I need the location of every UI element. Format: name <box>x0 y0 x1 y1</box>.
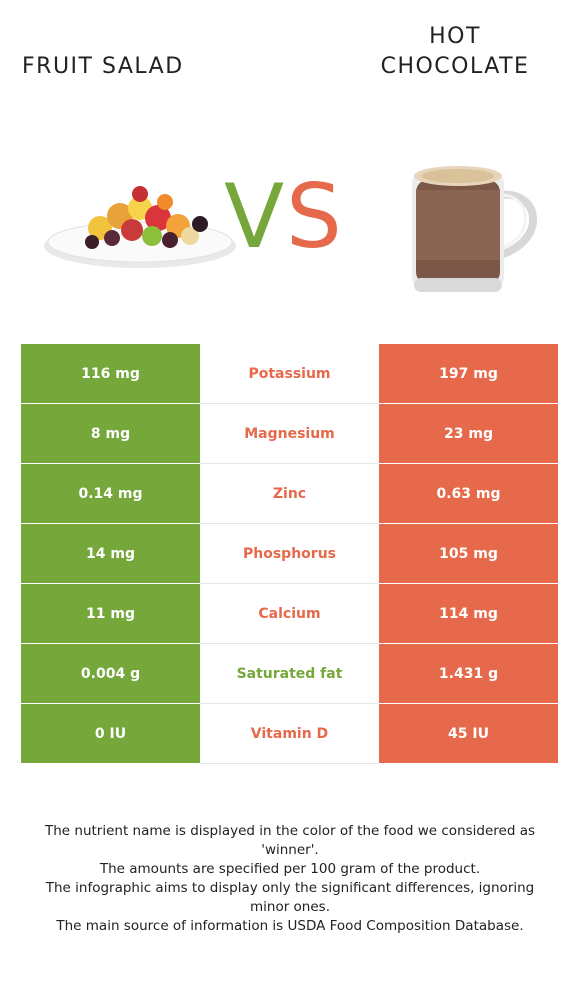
vs-s: S <box>286 165 342 268</box>
left-value-cell: 0.14 mg <box>21 464 200 523</box>
nutrient-name-cell: Magnesium <box>200 404 379 464</box>
title-line: FRUIT SALAD <box>22 54 184 79</box>
left-value-cell: 0.004 g <box>21 644 200 703</box>
nutrient-name-cell: Potassium <box>200 344 379 404</box>
comparison-table: 116 mg Potassium 197 mg 8 mg Magnesium 23 mg 0… <box>21 344 558 764</box>
right-value-cell: 0.63 mg <box>379 464 558 523</box>
vs-v: V <box>224 165 285 268</box>
table-row: 0.004 g Saturated fat 1.431 g <box>21 644 558 704</box>
nutrient-name-cell: Phosphorus <box>200 524 379 584</box>
footer-note: The nutrient name is displayed in the co… <box>44 823 536 858</box>
right-value-cell: 197 mg <box>379 344 558 403</box>
nutrient-name-cell: Saturated fat <box>200 644 379 704</box>
right-value-cell: 45 IU <box>379 704 558 763</box>
footer-note: The infographic aims to display only the… <box>45 880 535 915</box>
food-title-right: HOT CHOCOLATE <box>360 22 550 82</box>
table-row: 8 mg Magnesium 23 mg <box>21 404 558 464</box>
table-row: 11 mg Calcium 114 mg <box>21 584 558 644</box>
right-value-cell: 114 mg <box>379 584 558 643</box>
title-line: HOT <box>429 24 481 49</box>
fruit-salad-image <box>44 186 236 268</box>
food-title-left: FRUIT SALAD <box>22 52 222 82</box>
table-row: 0.14 mg Zinc 0.63 mg <box>21 464 558 524</box>
table-row: 0 IU Vitamin D 45 IU <box>21 704 558 764</box>
table-row: 14 mg Phosphorus 105 mg <box>21 524 558 584</box>
right-value-cell: 1.431 g <box>379 644 558 703</box>
table-row: 116 mg Potassium 197 mg <box>21 344 558 404</box>
nutrient-name-cell: Vitamin D <box>200 704 379 764</box>
left-value-cell: 0 IU <box>21 704 200 763</box>
footer-notes: The nutrient name is displayed in the co… <box>30 822 550 936</box>
right-value-cell: 105 mg <box>379 524 558 583</box>
left-value-cell: 14 mg <box>21 524 200 583</box>
hot-chocolate-image <box>412 166 537 292</box>
nutrient-name-cell: Calcium <box>200 584 379 644</box>
left-value-cell: 8 mg <box>21 404 200 463</box>
footer-note: The main source of information is USDA F… <box>56 918 524 934</box>
left-value-cell: 11 mg <box>21 584 200 643</box>
footer-note: The amounts are specified per 100 gram o… <box>99 861 481 877</box>
nutrient-name-cell: Zinc <box>200 464 379 524</box>
right-value-cell: 23 mg <box>379 404 558 463</box>
left-value-cell: 116 mg <box>21 344 200 403</box>
versus-label: V S <box>224 172 354 262</box>
title-line: CHOCOLATE <box>380 54 530 79</box>
